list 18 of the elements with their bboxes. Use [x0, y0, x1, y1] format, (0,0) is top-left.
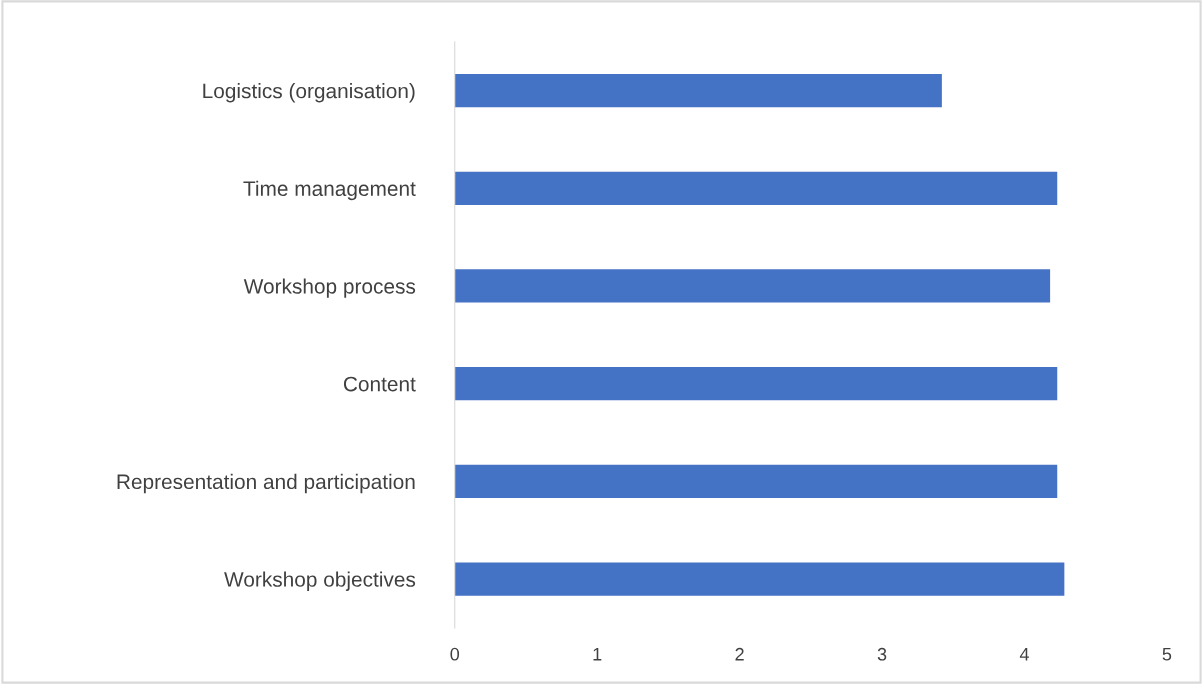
bar — [454, 171, 1058, 205]
y-tick-label: Workshop objectives — [224, 571, 416, 591]
y-tick-label: Representation and participation — [117, 473, 415, 494]
x-tick-label: 0 — [450, 647, 460, 661]
bar — [454, 562, 1065, 596]
bar — [454, 367, 1058, 401]
x-tick-label: 3 — [877, 647, 887, 661]
y-tick-label: Logistics (organisation) — [203, 83, 415, 103]
bar — [454, 269, 1051, 303]
y-tick-label: Workshop process — [243, 278, 416, 298]
x-tick-label: 2 — [735, 647, 744, 661]
bar — [454, 73, 942, 108]
y-tick-label: Time management — [243, 180, 416, 201]
y-tick-label: Content — [343, 376, 416, 392]
x-tick-label: 1 — [593, 648, 602, 661]
x-tick-label: 4 — [1019, 648, 1029, 661]
bar — [454, 464, 1058, 498]
x-tick-label: 5 — [1162, 648, 1172, 661]
